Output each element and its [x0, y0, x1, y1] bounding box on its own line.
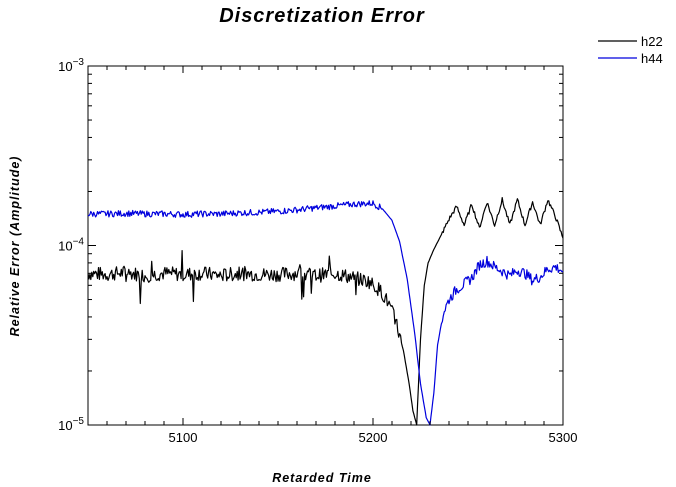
series-line-h22	[87, 197, 564, 426]
series-layer	[87, 197, 564, 426]
y-tick-base: 10	[58, 59, 72, 74]
y-tick-exponent: −5	[73, 416, 85, 427]
plot-frame	[87, 65, 564, 426]
y-tick-exponent: −4	[73, 237, 85, 248]
x-tick-label: 5300	[549, 430, 578, 445]
y-tick-label: 10−4	[58, 237, 84, 254]
chart-title: Discretization Error	[219, 5, 425, 27]
y-tick-label: 10−3	[58, 57, 84, 74]
y-tick-exponent: −3	[73, 57, 85, 68]
y-tick-label: 10−5	[58, 416, 84, 433]
x-tick-label: 5200	[359, 430, 388, 445]
y-tick-base: 10	[58, 239, 72, 254]
series-line-h44	[88, 200, 564, 426]
y-axis-label: Relative Error (Amplitude)	[8, 156, 22, 337]
legend-label-h22: h22	[641, 34, 663, 49]
x-axis-label: Retarded Time	[272, 471, 372, 485]
x-tick-label: 5100	[169, 430, 198, 445]
legend-label-h44: h44	[641, 51, 663, 66]
y-tick-base: 10	[58, 418, 72, 433]
